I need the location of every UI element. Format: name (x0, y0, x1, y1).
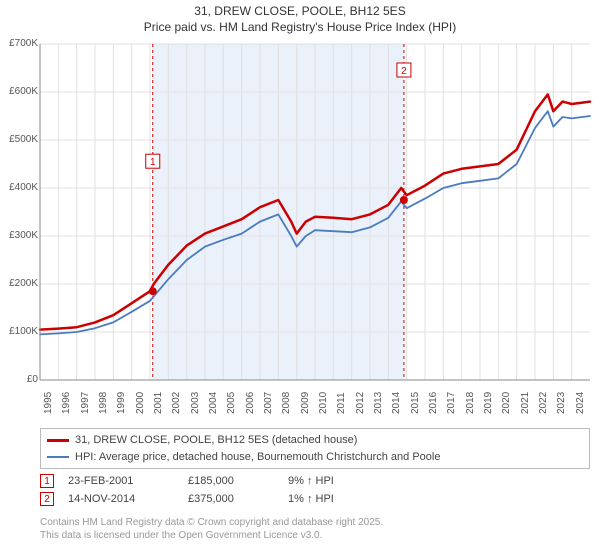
x-tick-label: 1999 (116, 392, 127, 414)
x-tick-label: 2012 (355, 392, 366, 414)
x-tick-label: 2010 (318, 392, 329, 414)
legend-item-price-paid: 31, DREW CLOSE, POOLE, BH12 5ES (detache… (47, 432, 583, 449)
x-tick-label: 2022 (538, 392, 549, 414)
chart-container: 31, DREW CLOSE, POOLE, BH12 5ES Price pa… (0, 0, 600, 560)
legend-label: HPI: Average price, detached house, Bour… (75, 449, 440, 466)
chart-area: 12 (40, 44, 590, 380)
sale-hpi-delta: 9% ↑ HPI (288, 475, 334, 487)
x-tick-label: 2020 (501, 392, 512, 414)
x-tick-label: 1996 (61, 392, 72, 414)
sale-date: 23-FEB-2001 (68, 475, 188, 487)
svg-text:1: 1 (150, 157, 156, 168)
y-tick-label: £400K (2, 182, 38, 193)
x-tick-label: 2002 (171, 392, 182, 414)
x-axis-labels: 1995 1996 1997 1998 1999 2000 2001 2002 2003 2004… (40, 382, 590, 422)
sale-row: 1 23-FEB-2001 £185,000 9% ↑ HPI (40, 472, 590, 490)
x-tick-label: 2007 (263, 392, 274, 414)
x-tick-label: 2000 (135, 392, 146, 414)
x-tick-label: 2009 (300, 392, 311, 414)
x-tick-label: 2018 (465, 392, 476, 414)
attribution-line: Contains HM Land Registry data © Crown c… (40, 516, 590, 529)
x-tick-label: 2024 (575, 392, 586, 414)
sale-date: 14-NOV-2014 (68, 493, 188, 505)
title-block: 31, DREW CLOSE, POOLE, BH12 5ES Price pa… (0, 0, 600, 35)
x-tick-label: 2011 (336, 392, 347, 414)
x-tick-label: 2004 (208, 392, 219, 414)
y-tick-label: £700K (2, 38, 38, 49)
y-tick-label: £600K (2, 86, 38, 97)
x-tick-label: 2005 (226, 392, 237, 414)
sale-marker-box: 2 (40, 492, 54, 506)
sale-price: £375,000 (188, 493, 288, 505)
legend-swatch (47, 456, 69, 458)
x-tick-label: 2016 (428, 392, 439, 414)
y-tick-label: £300K (2, 230, 38, 241)
y-tick-label: £500K (2, 134, 38, 145)
x-tick-label: 1998 (98, 392, 109, 414)
x-tick-label: 2008 (281, 392, 292, 414)
legend-label: 31, DREW CLOSE, POOLE, BH12 5ES (detache… (75, 432, 357, 449)
x-tick-label: 2013 (373, 392, 384, 414)
x-tick-label: 2017 (446, 392, 457, 414)
x-tick-label: 2001 (153, 392, 164, 414)
title-subtitle: Price paid vs. HM Land Registry's House … (0, 20, 600, 36)
legend: 31, DREW CLOSE, POOLE, BH12 5ES (detache… (40, 428, 590, 469)
sale-row: 2 14-NOV-2014 £375,000 1% ↑ HPI (40, 490, 590, 508)
sales-list: 1 23-FEB-2001 £185,000 9% ↑ HPI 2 14-NOV… (40, 472, 590, 508)
x-tick-label: 2006 (245, 392, 256, 414)
y-tick-label: £200K (2, 278, 38, 289)
x-tick-label: 2003 (190, 392, 201, 414)
svg-text:2: 2 (401, 66, 407, 77)
title-address: 31, DREW CLOSE, POOLE, BH12 5ES (0, 4, 600, 20)
legend-swatch (47, 439, 69, 442)
legend-item-hpi: HPI: Average price, detached house, Bour… (47, 449, 583, 466)
x-tick-label: 2015 (410, 392, 421, 414)
sale-marker-box: 1 (40, 474, 54, 488)
y-tick-label: £100K (2, 326, 38, 337)
x-tick-label: 2021 (520, 392, 531, 414)
attribution: Contains HM Land Registry data © Crown c… (40, 516, 590, 542)
x-tick-label: 2023 (556, 392, 567, 414)
x-tick-label: 2019 (483, 392, 494, 414)
sale-price: £185,000 (188, 475, 288, 487)
line-chart: 12 (40, 44, 590, 380)
x-tick-label: 1995 (43, 392, 54, 414)
x-tick-label: 1997 (80, 392, 91, 414)
attribution-line: This data is licensed under the Open Gov… (40, 529, 590, 542)
sale-hpi-delta: 1% ↑ HPI (288, 493, 334, 505)
x-tick-label: 2014 (391, 392, 402, 414)
y-tick-label: £0 (2, 374, 38, 385)
